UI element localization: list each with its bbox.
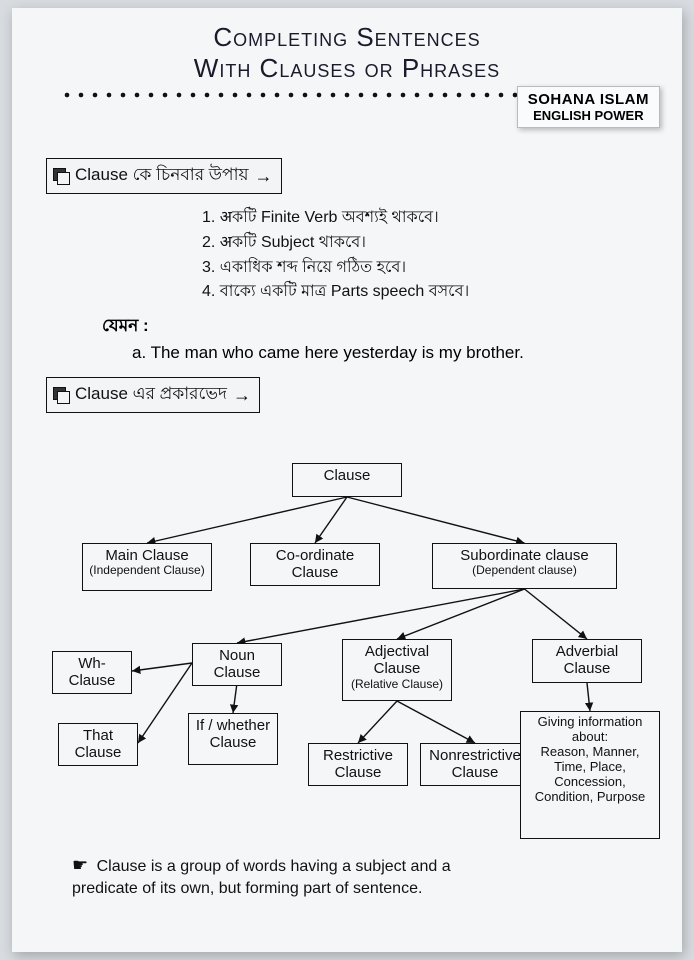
tree-node-that: That Clause	[58, 723, 138, 766]
pointer-icon: ☛	[72, 855, 88, 875]
clause-definition: ☛ Clause is a group of words having a su…	[72, 853, 472, 899]
tree-node-adj: Adjectival Clause(Relative Clause)	[342, 639, 452, 701]
definition-text: Clause is a group of words having a subj…	[72, 858, 451, 897]
squares-icon	[53, 168, 69, 184]
rules-list: 1. अকটি Finite Verb অবশ্যই থাকবে। 2. अকট…	[202, 206, 682, 305]
squares-icon	[53, 387, 69, 403]
section-1-heading: Clause কে চিনবার উপায় →	[46, 158, 282, 194]
author-card: SOHANA ISLAM ENGLISH POWER	[517, 86, 660, 128]
tree-node-ifw: If / whether Clause	[188, 713, 278, 765]
tree-node-main: Main Clause(Independent Clause)	[82, 543, 212, 591]
rule-item: 1. अকটি Finite Verb অবশ্যই থাকবে।	[202, 206, 682, 231]
tree-node-wh: Wh- Clause	[52, 651, 132, 694]
title-line-1: Completing Sentences	[12, 22, 682, 53]
example-label: যেমন :	[102, 313, 682, 341]
tree-node-adv: Adverbial Clause	[532, 639, 642, 683]
rule-item: 3. একাধিক শব্দ নিয়ে গঠিত হবে।	[202, 256, 682, 281]
title-line-2: With Clauses or Phrases	[12, 53, 682, 84]
tree-node-nonr: Nonrestrictive Clause	[420, 743, 530, 786]
note-paper: Completing Sentences With Clauses or Phr…	[12, 8, 682, 952]
author-tagline: ENGLISH POWER	[528, 108, 649, 123]
section-2-heading: Clause এর প্রকারভেদ →	[46, 377, 260, 413]
author-name: SOHANA ISLAM	[528, 91, 649, 108]
section-1-label: Clause কে চিনবার উপায়	[75, 162, 249, 190]
arrow-icon: →	[233, 385, 251, 406]
rule-item: 2. अকটি Subject থাকবে।	[202, 231, 682, 256]
arrow-icon: →	[255, 166, 273, 187]
tree-node-info: Giving information about: Reason, Manner…	[520, 711, 660, 839]
example-sentence: a. The man who came here yesterday is my…	[132, 343, 682, 363]
rule-item: 4. বাক্যে একটি মাত্র Parts speech বসবে।	[202, 280, 682, 305]
tree-diagram: ☛ Clause is a group of words having a su…	[12, 463, 682, 952]
tree-node-subord: Subordinate clause(Dependent clause)	[432, 543, 617, 589]
tree-node-coord: Co-ordinate Clause	[250, 543, 380, 586]
tree-node-restr: Restrictive Clause	[308, 743, 408, 786]
tree-node-noun: Noun Clause	[192, 643, 282, 686]
tree-node-root: Clause	[292, 463, 402, 497]
section-2-label: Clause এর প্রকারভেদ	[75, 381, 227, 409]
